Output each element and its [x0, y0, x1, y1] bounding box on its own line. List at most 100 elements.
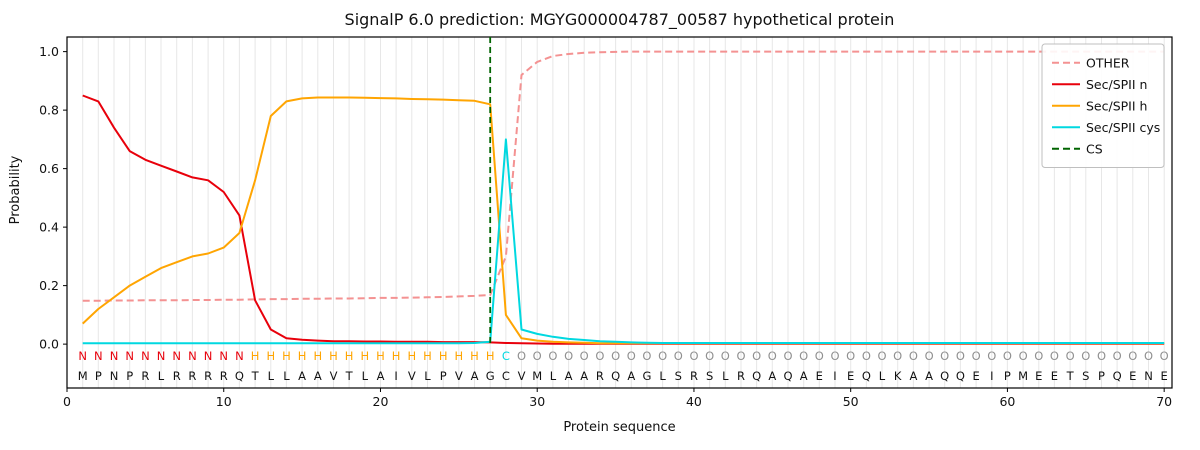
- sequence-letter: P: [1004, 369, 1011, 383]
- region-label: O: [1050, 349, 1059, 363]
- region-label: O: [877, 349, 886, 363]
- x-tick-label: 50: [843, 394, 859, 409]
- x-axis-label: Protein sequence: [563, 420, 675, 435]
- legend-label: Sec/SPII cys: [1086, 120, 1160, 135]
- region-label: H: [266, 349, 275, 363]
- region-label: O: [1003, 349, 1012, 363]
- region-label: O: [862, 349, 871, 363]
- region-label: O: [1144, 349, 1153, 363]
- sequence-letter: V: [408, 369, 416, 383]
- sequence-letter: M: [1018, 369, 1028, 383]
- sequence-letter: Q: [783, 369, 792, 383]
- sequence-letter: P: [1098, 369, 1105, 383]
- y-tick-label: 0.0: [39, 337, 59, 352]
- sequence-letter: L: [659, 369, 666, 383]
- region-label: H: [313, 349, 322, 363]
- sequence-letter: I: [833, 369, 836, 383]
- region-label: O: [580, 349, 589, 363]
- region-label: H: [360, 349, 369, 363]
- region-label: N: [110, 349, 119, 363]
- sequence-letter: A: [909, 369, 917, 383]
- legend-label: Sec/SPII n: [1086, 77, 1147, 92]
- region-label: H: [329, 349, 338, 363]
- region-label: O: [721, 349, 730, 363]
- sequence-letter: Q: [862, 369, 871, 383]
- x-axis: 0 10 20 30 40 50 60 70: [63, 388, 1172, 409]
- sequence-letter: L: [722, 369, 729, 383]
- sequence-letter: V: [455, 369, 463, 383]
- sequence-letter: A: [800, 369, 808, 383]
- legend: OTHER Sec/SPII n Sec/SPII h Sec/SPII cys CS: [1041, 43, 1165, 168]
- region-label: H: [298, 349, 307, 363]
- sequence-letter: M: [532, 369, 542, 383]
- series-line-sec-spii-n: [82, 94, 1165, 345]
- region-label: N: [141, 349, 150, 363]
- region-label: N: [188, 349, 197, 363]
- sequence-letter: A: [565, 369, 573, 383]
- sequence-letter: Q: [611, 369, 620, 383]
- region-label: O: [972, 349, 981, 363]
- sequence-letter: E: [1051, 369, 1058, 383]
- series-line-other: [82, 50, 1165, 302]
- y-tick-label: 0.4: [39, 220, 59, 235]
- region-label: N: [172, 349, 181, 363]
- sequence-letter: N: [1144, 369, 1153, 383]
- sequence-letter: E: [1161, 369, 1168, 383]
- region-label: H: [376, 349, 385, 363]
- sequence-letter: Q: [235, 369, 244, 383]
- sequence-letter: A: [314, 369, 322, 383]
- sequence-letter: P: [95, 369, 102, 383]
- gridlines: [82, 37, 1165, 388]
- sequence-letter: Q: [956, 369, 965, 383]
- sequence-letter: M: [78, 369, 88, 383]
- sequence-letter: L: [879, 369, 886, 383]
- sequence-letter: A: [768, 369, 776, 383]
- region-label: O: [815, 349, 824, 363]
- chart-title: SignalP 6.0 prediction: MGYG000004787_00…: [345, 10, 895, 30]
- region-label: O: [940, 349, 949, 363]
- region-label: H: [282, 349, 291, 363]
- region-label: O: [1081, 349, 1090, 363]
- region-label: O: [642, 349, 651, 363]
- legend-box: [1041, 43, 1165, 168]
- region-label: O: [1160, 349, 1169, 363]
- region-label: O: [1113, 349, 1122, 363]
- legend-label: Sec/SPII h: [1086, 98, 1147, 113]
- x-tick-label: 10: [216, 394, 232, 409]
- region-label: O: [1019, 349, 1028, 363]
- sequence-letter: S: [675, 369, 682, 383]
- region-label: O: [909, 349, 918, 363]
- sequence-letter: L: [424, 369, 431, 383]
- region-label: N: [219, 349, 228, 363]
- region-label: N: [235, 349, 244, 363]
- x-tick-label: 70: [1156, 394, 1172, 409]
- region-label: O: [564, 349, 573, 363]
- sequence-letter: E: [972, 369, 979, 383]
- sequence-letter: E: [847, 369, 854, 383]
- sequence-letter: T: [345, 369, 354, 383]
- sequence-letter: R: [596, 369, 604, 383]
- y-tick-label: 0.8: [39, 103, 59, 118]
- sequence-letter: E: [816, 369, 823, 383]
- x-tick-label: 30: [529, 394, 545, 409]
- region-label: O: [627, 349, 636, 363]
- region-label: N: [204, 349, 213, 363]
- y-tick-label: 0.6: [39, 161, 59, 176]
- sequence-letter: T: [1066, 369, 1075, 383]
- sequence-letter: E: [1035, 369, 1042, 383]
- sequence-letter: A: [925, 369, 933, 383]
- region-label: H: [454, 349, 463, 363]
- region-label: O: [830, 349, 839, 363]
- region-label: O: [1034, 349, 1043, 363]
- sequence-letter: A: [471, 369, 479, 383]
- sequence-letter: V: [330, 369, 338, 383]
- region-label: O: [548, 349, 557, 363]
- plot-border: [66, 36, 1173, 389]
- sequence-letter: C: [502, 369, 510, 383]
- region-label: O: [1066, 349, 1075, 363]
- x-tick-label: 60: [999, 394, 1015, 409]
- sequence-letter: N: [110, 369, 119, 383]
- y-axis-label: Probability: [8, 155, 23, 224]
